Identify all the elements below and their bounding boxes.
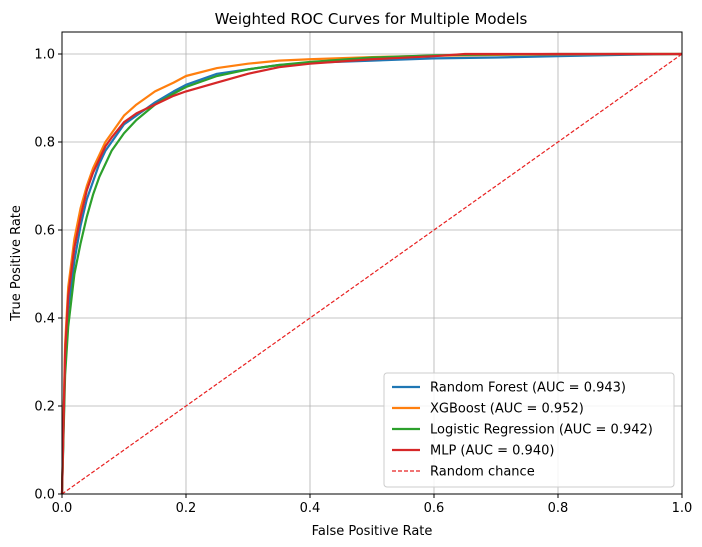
series-line-mlp	[60, 52, 682, 495]
legend: Random Forest (AUC = 0.943) XGBoost (AUC …	[383, 372, 675, 488]
plot-area-frame	[61, 31, 683, 495]
x-tick-label: 0.8	[548, 501, 569, 516]
y-tick-label: 0.6	[34, 224, 55, 239]
legend-entry-label: Random Forest (AUC = 0.943)	[430, 381, 626, 396]
legend-box	[383, 372, 675, 488]
legend-entry-label: Random chance	[430, 465, 535, 480]
series-line-random-chance	[61, 53, 683, 495]
y-tick-label: 0.8	[34, 136, 55, 151]
x-tick-label: 1.0	[672, 501, 693, 516]
series-line-random-forest	[60, 52, 683, 495]
chart-title: Weighted ROC Curves for Multiple Models	[215, 10, 528, 28]
x-tick-label: 0.4	[300, 501, 321, 516]
x-tick-label: 0.6	[424, 501, 445, 516]
y-tick-label: 0.0	[34, 488, 55, 503]
x-axis-ticks: 0.0 0.2 0.4 0.6 0.8 1.0	[52, 494, 693, 516]
y-axis-ticks: 0.0 0.2 0.4 0.6 0.8 1.0	[34, 48, 62, 503]
y-axis-title: True Positive Rate	[9, 205, 24, 322]
legend-entry-label: XGBoost (AUC = 0.952)	[430, 402, 584, 417]
y-tick-label: 0.2	[34, 400, 55, 415]
x-axis-title: False Positive Rate	[312, 524, 433, 539]
legend-entry-label: Logistic Regression (AUC = 0.942)	[430, 423, 653, 438]
series-layer	[60, 52, 683, 495]
x-tick-label: 0.2	[176, 501, 197, 516]
y-tick-label: 1.0	[34, 48, 55, 63]
x-tick-label: 0.0	[52, 501, 73, 516]
legend-entry-label: MLP (AUC = 0.940)	[430, 444, 554, 459]
y-tick-label: 0.4	[34, 312, 55, 327]
